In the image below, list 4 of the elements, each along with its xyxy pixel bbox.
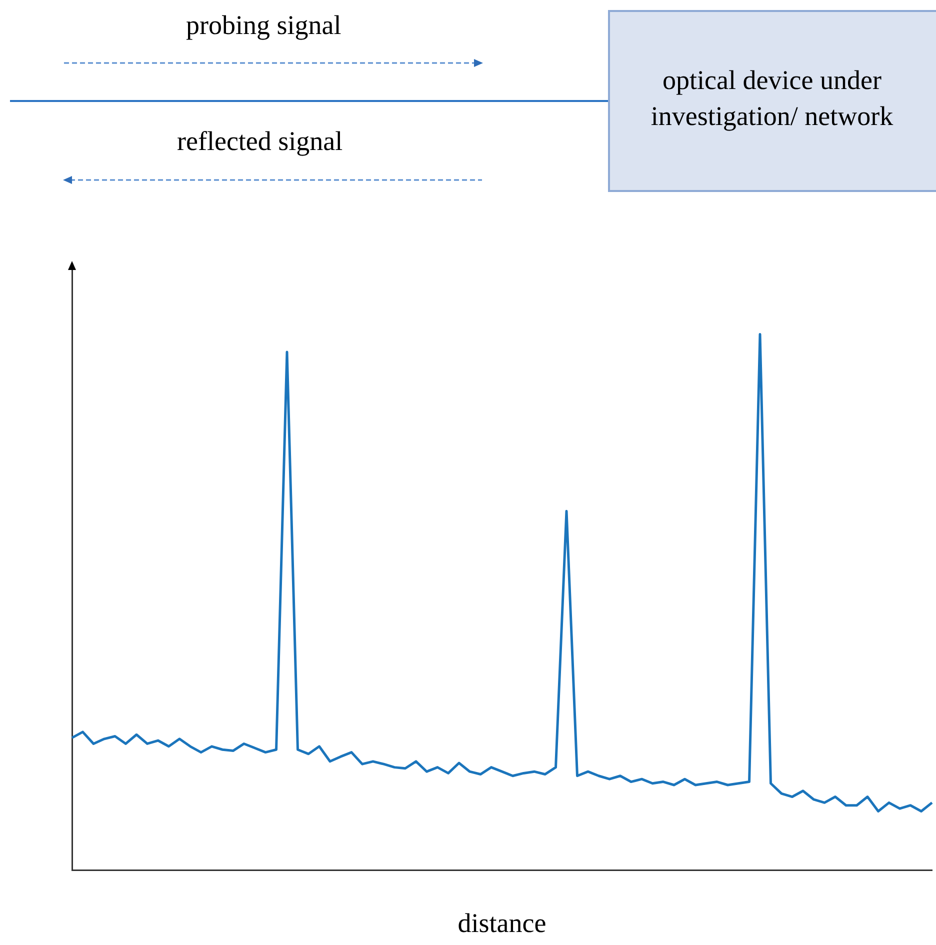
x-axis-title: distance [458, 908, 546, 938]
text: probing signal [186, 10, 342, 41]
text: reflected signal [177, 126, 343, 157]
text: optical device under investigation/ network [650, 64, 894, 133]
